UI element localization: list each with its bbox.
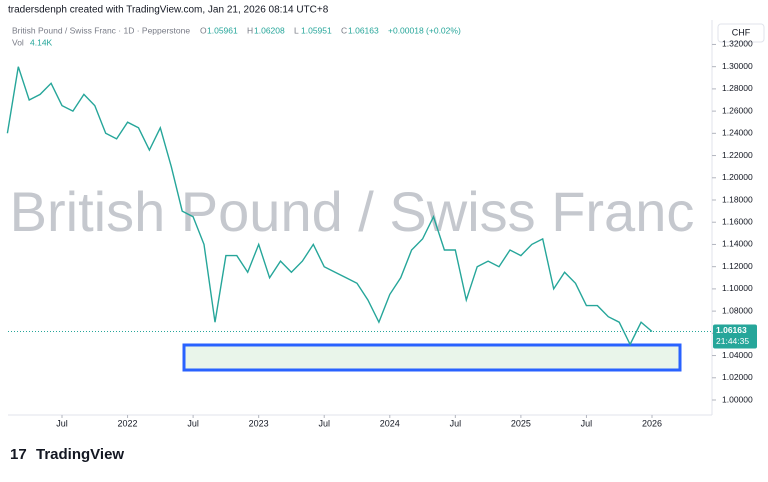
y-tick-label: 1.16000 <box>722 216 753 226</box>
ohlc-value: 1.06163 <box>348 25 379 35</box>
ohlc-value: 1.06208 <box>254 25 285 35</box>
y-tick-label: 1.14000 <box>722 239 753 249</box>
credit: tradersdenph created with TradingView.co… <box>8 5 329 16</box>
y-tick-label: 1.12000 <box>722 261 753 271</box>
symbol: British Pound / Swiss Franc · 1D · Peppe… <box>12 25 190 35</box>
ohlc-value: 1.05961 <box>207 25 238 35</box>
y-tick-label: 1.10000 <box>722 283 753 293</box>
y-tick-label: 1.24000 <box>722 128 753 138</box>
x-tick-label: 2023 <box>249 418 269 428</box>
ohlc-value: 1.05951 <box>301 25 332 35</box>
y-tick-label: 1.00000 <box>722 394 753 404</box>
watermark: British Pound / Swiss Franc <box>10 180 695 243</box>
y-tick-label: 1.28000 <box>722 83 753 93</box>
x-tick-label: 2025 <box>511 418 531 428</box>
highlight-zone <box>182 343 682 372</box>
y-tick-label: 1.22000 <box>722 150 753 160</box>
currency-box[interactable] <box>717 23 765 43</box>
x-tick-label: 2024 <box>380 418 400 428</box>
y-tick-label: 1.26000 <box>722 105 753 115</box>
last-price-box <box>713 324 757 349</box>
x-tick-label: Jul <box>581 418 593 428</box>
legend-header: British Pound / Swiss Franc · 1D · Peppe… <box>12 25 461 35</box>
change: +0.00018 (+0.02%) <box>388 25 461 35</box>
x-tick-label: Jul <box>450 418 462 428</box>
currency[interactable]: CHF <box>732 27 751 37</box>
y-tick-label: 1.02000 <box>722 372 753 382</box>
x-tick-label: 2026 <box>642 418 662 428</box>
logo-mark: 17 <box>10 446 27 463</box>
y-tick-label: 1.18000 <box>722 194 753 204</box>
x-tick-label: Jul <box>56 418 68 428</box>
ohlc-label: L <box>294 25 299 35</box>
y-tick-label: 1.20000 <box>722 172 753 182</box>
ohlc-label: H <box>247 25 253 35</box>
footer-logo: TradingView <box>36 446 124 463</box>
x-tick-label: 2022 <box>118 418 138 428</box>
y-tick-label: 1.30000 <box>722 61 753 71</box>
y-tick-label: 1.04000 <box>722 350 753 360</box>
volume-value: 4.14K <box>30 37 53 47</box>
x-tick-label: Jul <box>318 418 330 428</box>
x-tick-label: Jul <box>187 418 199 428</box>
price-line <box>6 66 653 346</box>
ohlc-label: O <box>200 25 207 35</box>
y-tick-label: 1.08000 <box>722 305 753 315</box>
y-tick-label: 1.32000 <box>722 39 753 49</box>
last-price: 1.06163 <box>716 325 747 335</box>
volume-label: Vol <box>12 37 24 47</box>
ohlc-label: C <box>341 25 347 35</box>
countdown: 21:44:35 <box>716 336 749 346</box>
